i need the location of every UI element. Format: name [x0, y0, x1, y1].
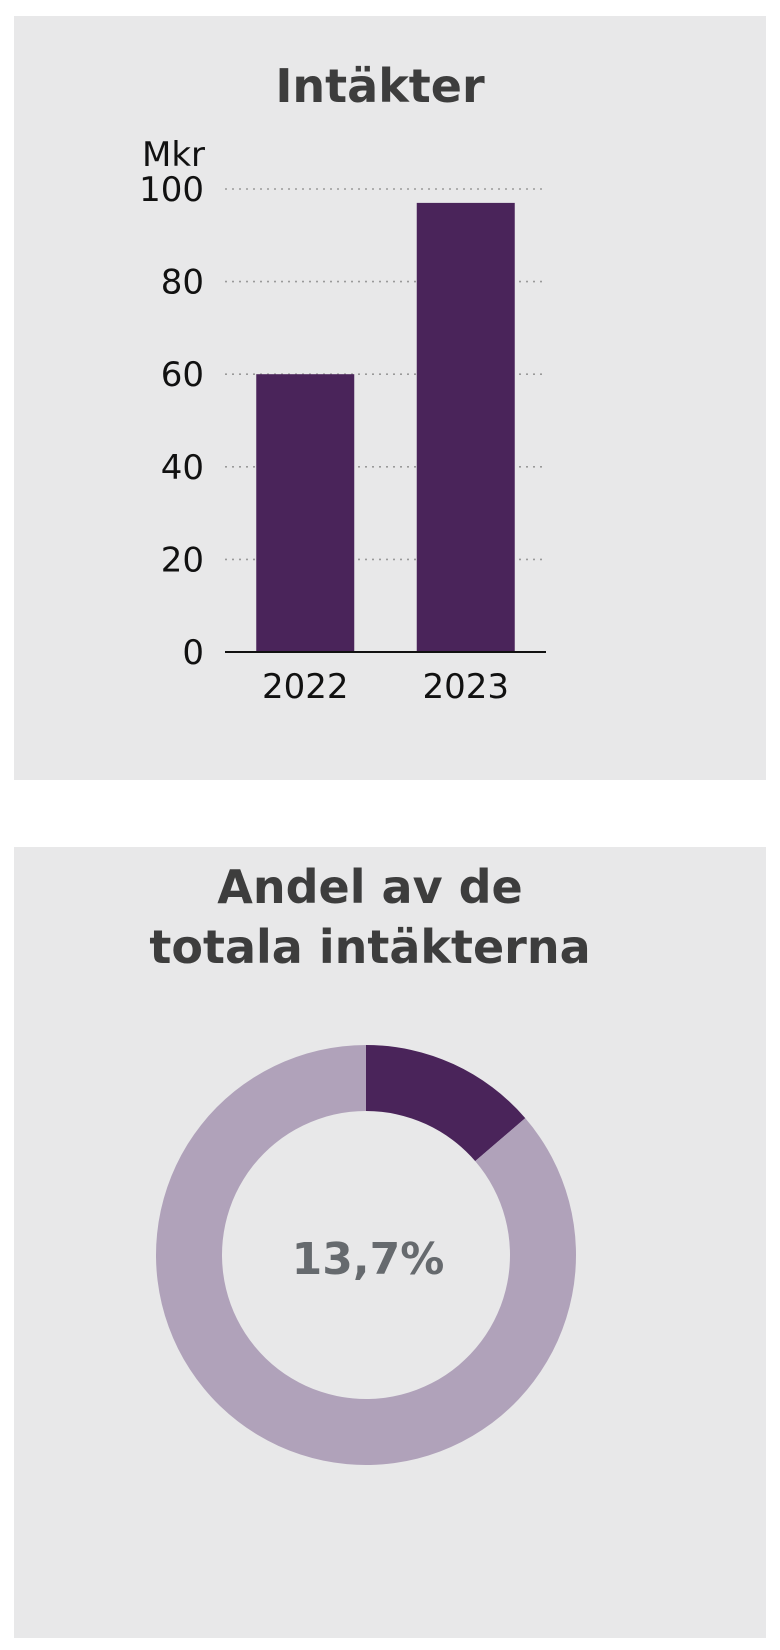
x-tick-label: 2023 [422, 667, 509, 707]
revenue-share-panel: Andel av de totala intäkterna 13,7% [14, 847, 766, 1638]
y-tick-label: 100 [139, 170, 204, 210]
revenue-share-donut-chart: Andel av de totala intäkterna 13,7% [149, 860, 591, 1465]
donut-slice-highlight [366, 1045, 526, 1162]
y-tick-label: 0 [182, 633, 204, 673]
y-tick-label: 40 [161, 448, 204, 488]
revenue-bar-chart: Intäkter Mkr 0 20 40 60 80 100 2022 2023 [139, 59, 546, 707]
y-tick-label: 60 [161, 355, 204, 395]
y-tick-label: 20 [161, 540, 204, 580]
x-tick-label: 2022 [262, 667, 349, 707]
revenue-chart-panel: Intäkter Mkr 0 20 40 60 80 100 2022 2023 [14, 16, 766, 780]
donut-title-line-1: Andel av de [217, 860, 522, 914]
bar-2022 [256, 374, 355, 652]
donut-center-label: 13,7% [292, 1234, 445, 1285]
x-axis-tick-labels: 2022 2023 [262, 667, 509, 707]
y-axis-unit-label: Mkr [142, 135, 205, 175]
bar-2023 [416, 202, 515, 652]
y-axis-tick-labels: 0 20 40 60 80 100 [139, 170, 204, 673]
y-tick-label: 80 [161, 263, 204, 303]
bar-chart-title: Intäkter [275, 59, 485, 113]
donut-slice-rest [156, 1045, 577, 1465]
donut-title-line-2: totala intäkterna [149, 920, 590, 974]
donut-slices [156, 1045, 577, 1465]
bar-chart-bars [256, 202, 515, 652]
